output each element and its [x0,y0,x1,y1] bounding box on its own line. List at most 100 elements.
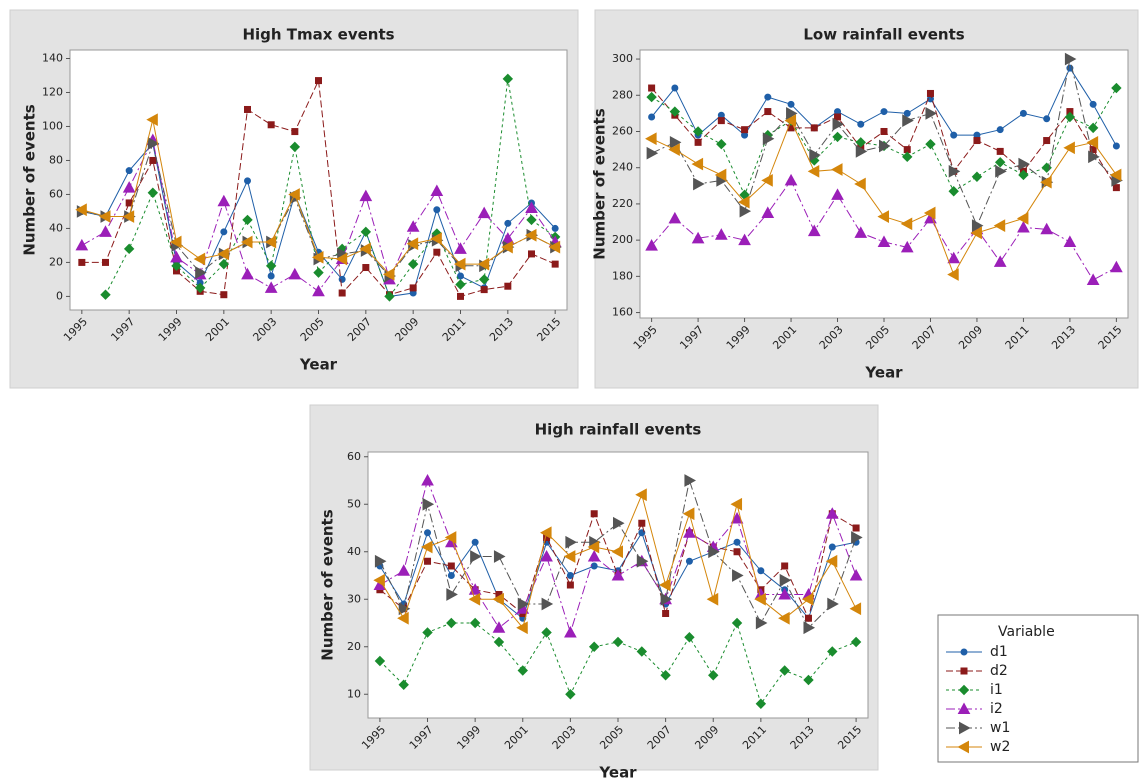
marker [738,195,750,209]
y-axis-label: Number of events [21,104,39,255]
marker [900,217,913,231]
marker [757,567,765,575]
marker [587,540,600,554]
marker [754,592,766,606]
marker [1018,157,1030,171]
marker [517,665,528,676]
marker [660,670,671,681]
marker [1111,82,1122,94]
marker [613,516,625,530]
y-tick-label: 120 [42,85,63,98]
marker [98,210,111,223]
marker [761,206,775,218]
x-axis-label: Year [598,764,637,779]
marker [738,233,751,246]
marker [739,204,752,218]
marker [834,113,842,121]
marker [453,257,466,271]
legend-label: d1 [990,644,1008,660]
series-line [379,478,857,629]
marker [694,138,702,146]
marker [850,636,862,648]
marker [122,181,136,193]
marker [504,219,512,227]
legend-label: i2 [990,701,1003,717]
marker [241,267,254,280]
marker [217,247,229,261]
marker [683,526,696,538]
marker [424,557,432,565]
marker [832,117,845,131]
marker [852,524,860,532]
marker [662,610,670,617]
marker [668,211,682,224]
marker [288,188,300,201]
marker [123,243,135,255]
marker [693,177,705,191]
marker [926,89,934,97]
marker [684,474,696,487]
y-tick-label: 260 [612,124,633,137]
marker [877,235,891,247]
marker [338,275,346,283]
marker [447,562,455,570]
marker [566,581,574,589]
marker [761,174,773,187]
marker [925,138,936,150]
marker [636,554,649,568]
marker [590,510,598,518]
marker [149,156,157,164]
marker [1112,184,1120,192]
marker [311,250,324,264]
marker [685,557,693,565]
marker [147,187,159,198]
marker [265,260,277,272]
marker [125,199,133,207]
marker [244,177,251,185]
marker [730,497,743,511]
y-tick-label: 200 [612,233,633,246]
marker [526,214,537,226]
marker [948,186,959,197]
marker [784,114,797,127]
marker [993,255,1007,267]
legend-label: w2 [990,739,1010,755]
marker [827,597,839,611]
marker [548,240,561,254]
marker [778,611,790,625]
x-axis-label: Year [864,364,903,382]
marker [147,137,160,150]
marker [691,157,704,171]
marker [809,148,821,162]
marker [493,636,505,648]
plot-area [639,49,1129,319]
marker [733,548,741,556]
y-tick-label: 10 [347,687,361,700]
marker [960,648,968,656]
marker [716,138,727,150]
marker [457,292,464,300]
marker [708,670,719,681]
marker [957,740,969,754]
marker [480,286,488,294]
marker [1086,136,1099,149]
marker [784,173,798,186]
marker [374,655,386,667]
marker [446,588,458,601]
marker [612,636,624,648]
marker [1064,52,1077,66]
marker [682,507,695,521]
chart-title: Low rainfall events [803,26,964,44]
marker [424,529,432,537]
legend-title: Variable [998,624,1055,640]
marker [409,284,417,292]
marker [877,210,889,223]
marker [903,109,911,117]
marker [433,206,441,214]
marker [948,164,961,178]
marker [830,163,843,176]
y-tick-label: 40 [347,545,361,558]
marker [171,260,182,272]
marker [517,597,530,611]
marker [959,721,971,735]
